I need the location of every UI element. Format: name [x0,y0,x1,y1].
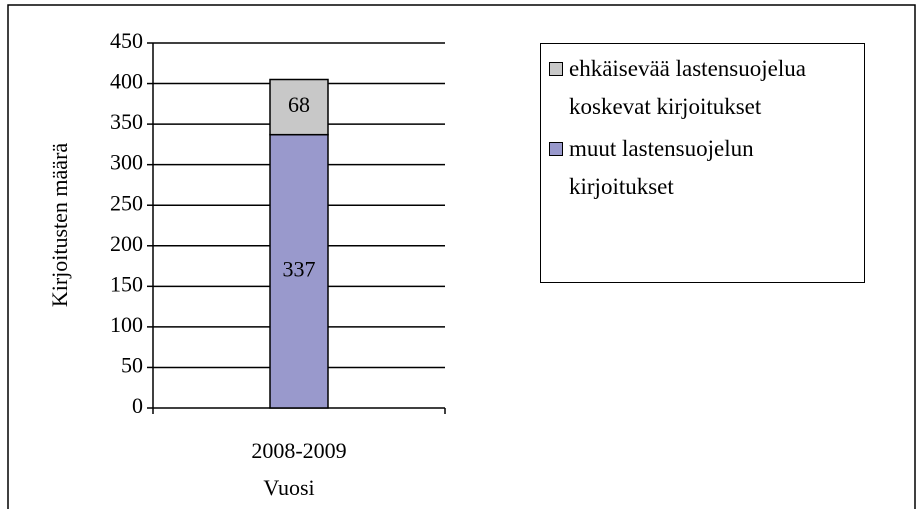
legend-label: ehkäisevää lastensuojelua koskevat kirjo… [569,56,806,119]
y-tick-label: 450 [110,28,143,53]
legend: ehkäisevää lastensuojelua koskevat kirjo… [540,43,865,283]
y-tick-label: 0 [132,393,143,418]
y-tick-label: 50 [121,352,143,377]
y-tick-label: 350 [110,109,143,134]
legend-swatch [549,142,563,156]
y-tick-label: 150 [110,271,143,296]
y-tick-label: 400 [110,69,143,94]
bar-segment [269,133,329,409]
x-axis-label: Vuosi [263,475,314,500]
legend-swatch [549,62,563,76]
chart-border [7,4,916,509]
y-tick-label: 200 [110,231,143,256]
data-label: 68 [288,92,310,117]
y-tick-label: 100 [110,312,143,337]
legend-label: muut lastensuojelun kirjoitukset [569,136,754,199]
bar-segment [269,78,329,136]
y-axis-label: Kirjoitusten määrä [47,143,72,308]
legend-entry: muut lastensuojelun kirjoitukset [547,130,858,206]
x-tick-label: 2008-2009 [251,438,346,463]
y-tick-label: 250 [110,190,143,215]
legend-entry: ehkäisevää lastensuojelua koskevat kirjo… [547,50,858,126]
data-label: 337 [283,256,316,281]
y-tick-label: 300 [110,150,143,175]
